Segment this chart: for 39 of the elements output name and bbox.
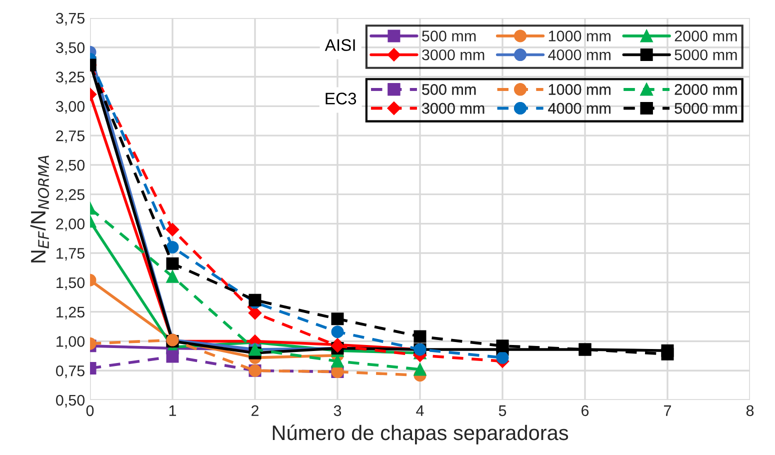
y-tick-label: 2,00: [56, 218, 85, 232]
legend-label: 2000 mm: [674, 30, 737, 42]
x-tick-label: 5: [498, 405, 506, 416]
annotation: EC3: [326, 92, 356, 104]
y-tick-label: 2,50: [56, 160, 85, 172]
x-axis-title: Número de chapas separadoras: [272, 424, 568, 444]
x-tick-label: 1: [169, 405, 176, 416]
x-tick-label: 3: [334, 405, 342, 416]
x-tick-label: 0: [86, 405, 94, 416]
x-tick-label: 8: [746, 405, 754, 416]
y-tick-label: 3,25: [56, 72, 84, 84]
y-tick-label: 1,75: [56, 248, 84, 261]
y-tick-label: 0,75: [56, 365, 84, 378]
legend-label: 1000 mm: [548, 30, 610, 42]
x-tick-label: 2: [252, 405, 258, 416]
x-tick-label: 7: [664, 405, 671, 416]
legend-label: 500 mm: [422, 30, 476, 42]
y-tick-label: 3,00: [56, 101, 85, 114]
y-tick-label: 1,00: [56, 336, 85, 349]
legend-label: 5000 mm: [674, 49, 737, 60]
legend-label: 4000 mm: [548, 49, 610, 60]
y-tick-label: 3,50: [56, 42, 85, 55]
legend-label: 4000 mm: [548, 102, 610, 114]
legend-label: 3000 mm: [422, 49, 484, 60]
y-tick-label: 1,25: [56, 306, 84, 320]
y-tick-label: 0,50: [56, 394, 85, 408]
x-tick-label: 4: [416, 405, 424, 416]
legend-label: 5000 mm: [674, 102, 737, 114]
legend-label: 1000 mm: [548, 84, 610, 95]
y-tick-label: 2,75: [56, 130, 84, 144]
legend-label: 500 mm: [422, 84, 476, 95]
x-tick-label: 6: [582, 405, 589, 416]
annotation: AISI: [324, 39, 355, 51]
y-tick-label: 2,25: [56, 189, 84, 202]
y-tick-label: 1,50: [56, 277, 85, 290]
legend-label: 3000 mm: [422, 102, 484, 114]
y-axis-title: N$_{EF}$/N$_{NORMA}$: [30, 156, 50, 262]
legend-label: 2000 mm: [674, 84, 737, 95]
y-tick-label: 3,75: [56, 12, 84, 26]
